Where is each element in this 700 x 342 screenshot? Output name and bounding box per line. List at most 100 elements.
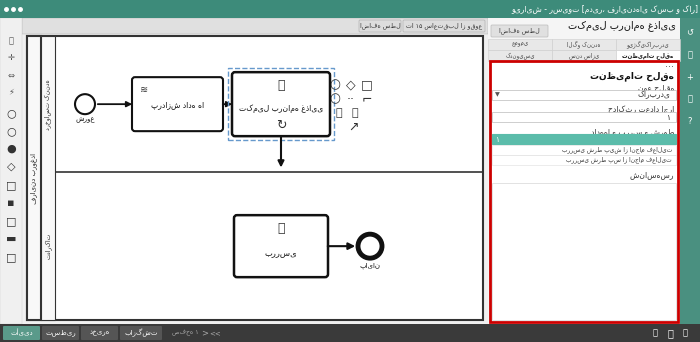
Text: سند سازی: سند سازی [569, 52, 599, 59]
FancyBboxPatch shape [120, 326, 162, 340]
FancyBboxPatch shape [42, 326, 79, 340]
Text: اضافه سطل: اضافه سطل [498, 28, 540, 35]
FancyBboxPatch shape [492, 155, 676, 165]
Text: ◇: ◇ [346, 79, 356, 92]
Text: درخواست کننده: درخواست کننده [45, 79, 52, 130]
Text: ↺: ↺ [687, 28, 694, 38]
Text: >: > [202, 329, 209, 338]
Text: شروع: شروع [76, 117, 94, 123]
Text: 🗑: 🗑 [351, 108, 358, 118]
Text: ⌐: ⌐ [362, 93, 372, 106]
Text: □: □ [361, 79, 373, 92]
FancyBboxPatch shape [552, 50, 616, 61]
FancyBboxPatch shape [27, 36, 483, 320]
FancyBboxPatch shape [232, 72, 330, 136]
FancyBboxPatch shape [359, 20, 401, 32]
Text: ▬: ▬ [6, 234, 16, 244]
Text: بررسی شرط پیش از انجام فعالیت: بررسی شرط پیش از انجام فعالیت [561, 147, 672, 153]
Text: 🕐: 🕐 [652, 329, 657, 338]
Text: ⇔: ⇔ [8, 70, 15, 79]
FancyBboxPatch shape [492, 112, 676, 122]
Text: 📋: 📋 [687, 94, 692, 104]
Circle shape [75, 94, 95, 114]
Text: ۱: ۱ [666, 113, 670, 121]
Text: حداکثر تعداد اجرا: حداکثر تعداد اجرا [608, 105, 674, 115]
Text: 👤: 👤 [277, 79, 285, 92]
FancyBboxPatch shape [234, 215, 328, 277]
FancyBboxPatch shape [488, 39, 552, 50]
Text: ↻: ↻ [276, 119, 286, 132]
FancyBboxPatch shape [27, 36, 41, 320]
Text: تدارکات: تدارکات [45, 233, 52, 260]
Text: تأیید: تأیید [10, 329, 33, 337]
Text: ویرایش - رسیوت [مدیر، فرایندهای کسب و کار]: ویرایش - رسیوت [مدیر، فرایندهای کسب و کا… [511, 4, 698, 13]
Text: ⚡: ⚡ [8, 88, 14, 96]
Text: تنظیمات حلقه: تنظیمات حلقه [622, 52, 673, 59]
Text: 🔧: 🔧 [336, 108, 342, 118]
Text: 👤: 👤 [277, 222, 285, 235]
FancyBboxPatch shape [680, 18, 700, 324]
FancyBboxPatch shape [488, 18, 680, 324]
Text: شناسه‌سر: شناسه‌سر [631, 171, 674, 180]
FancyBboxPatch shape [491, 25, 548, 37]
Text: بازگشت: بازگشت [125, 329, 158, 337]
Text: ▪: ▪ [7, 198, 15, 208]
Text: ذخیره: ذخیره [90, 330, 110, 336]
Text: پایان: پایان [360, 262, 381, 269]
Text: الگو کننده: الگو کننده [567, 41, 601, 48]
Text: ○: ○ [6, 126, 16, 136]
FancyBboxPatch shape [41, 36, 55, 320]
Text: عمومی: عمومی [512, 42, 528, 47]
FancyBboxPatch shape [490, 61, 678, 322]
FancyBboxPatch shape [616, 50, 680, 61]
Text: +: + [687, 73, 694, 81]
Text: نوع حلقه: نوع حلقه [638, 83, 674, 92]
Text: فرایند بروغذا: فرایند بروغذا [31, 153, 37, 203]
FancyBboxPatch shape [616, 39, 680, 50]
Text: بررسی شرط پس از انجام فعالیت: بررسی شرط پس از انجام فعالیت [566, 157, 672, 163]
Text: ◇: ◇ [7, 162, 15, 172]
FancyBboxPatch shape [403, 20, 485, 32]
Text: تکمیل برنامه غذایی: تکمیل برنامه غذایی [568, 21, 676, 31]
Text: تسطیر: تسطیر [46, 330, 76, 337]
Text: اضافه سطل: اضافه سطل [360, 23, 400, 29]
Text: کاربردی: کاربردی [637, 91, 670, 100]
FancyBboxPatch shape [0, 324, 700, 342]
Text: ≋: ≋ [140, 85, 148, 95]
Text: ○: ○ [6, 108, 16, 118]
Text: □: □ [6, 252, 16, 262]
FancyBboxPatch shape [22, 18, 488, 324]
FancyBboxPatch shape [3, 326, 40, 340]
Circle shape [358, 234, 382, 258]
FancyBboxPatch shape [492, 134, 676, 144]
Text: ●: ● [6, 144, 16, 154]
Text: <<: << [209, 330, 221, 336]
Text: □: □ [6, 180, 16, 190]
Text: ○: ○ [330, 93, 340, 106]
FancyBboxPatch shape [492, 145, 676, 155]
FancyBboxPatch shape [0, 18, 22, 324]
FancyBboxPatch shape [552, 39, 616, 50]
Text: داده‌های بررسی شروط: داده‌های بررسی شروط [591, 128, 674, 136]
Text: 🔴: 🔴 [687, 51, 692, 60]
Text: 🖐: 🖐 [8, 37, 13, 45]
Text: تا ۱۵ ساعتقبل از وقوع: تا ۱۵ ساعتقبل از وقوع [406, 23, 482, 29]
Text: بررسی: بررسی [265, 248, 298, 256]
Text: ···: ··· [665, 62, 674, 72]
Text: ↗: ↗ [348, 121, 358, 134]
Text: صفحه ۱: صفحه ۱ [172, 330, 198, 336]
Text: ویژگی‌کاربردی: ویژگی‌کاربردی [626, 41, 669, 48]
FancyBboxPatch shape [488, 50, 552, 61]
Text: پردازش داده ها: پردازش داده ها [151, 100, 204, 109]
Text: تنظیمات حلقه: تنظیمات حلقه [590, 71, 674, 81]
Text: تکمیل برنامه غذایی: تکمیل برنامه غذایی [239, 104, 323, 113]
FancyBboxPatch shape [492, 90, 676, 100]
FancyBboxPatch shape [81, 326, 118, 340]
Text: ۱: ۱ [495, 134, 499, 144]
FancyBboxPatch shape [132, 77, 223, 131]
Text: 👤: 👤 [667, 328, 673, 338]
Text: ··: ·· [347, 93, 355, 106]
Text: ✛: ✛ [8, 53, 15, 63]
Text: ○: ○ [330, 79, 340, 92]
Text: ?: ? [687, 117, 692, 126]
